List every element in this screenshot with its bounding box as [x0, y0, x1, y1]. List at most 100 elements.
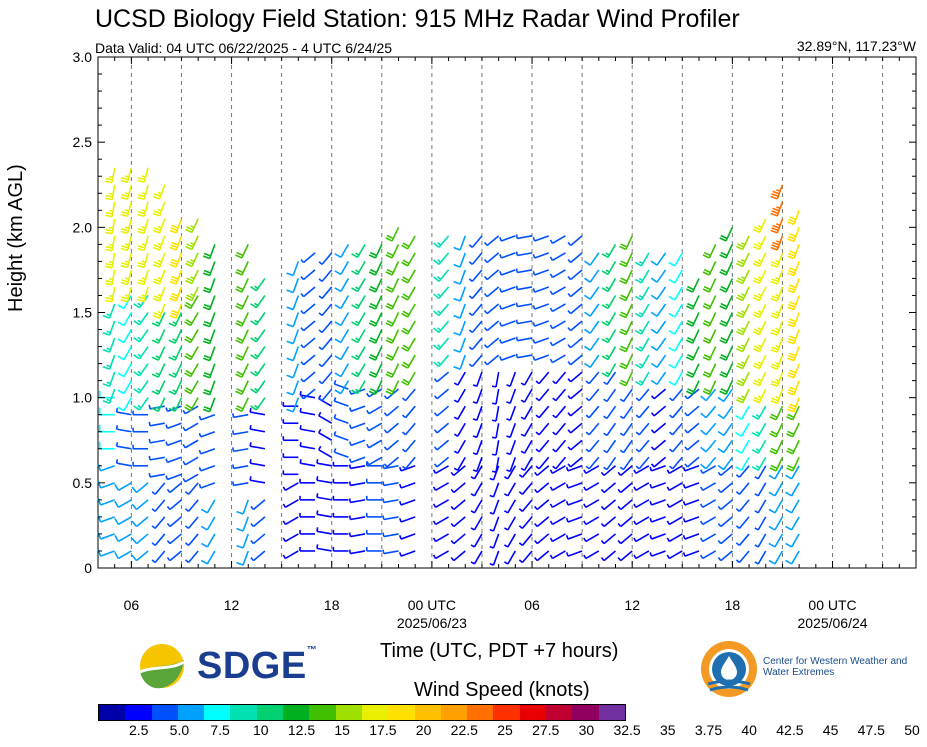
wind-barb [151, 499, 166, 512]
barb-feather [535, 465, 540, 470]
barb-feather [250, 539, 255, 545]
barb-shaft [303, 388, 316, 400]
barb-shaft [100, 465, 115, 472]
barb-shaft [435, 533, 449, 543]
barb-feather [437, 344, 442, 349]
barb-feather [770, 195, 778, 200]
wind-barb [385, 295, 400, 310]
wind-barb [231, 430, 249, 436]
barb-shaft [638, 456, 650, 470]
wind-barb [133, 397, 149, 411]
wind-barb [249, 476, 266, 484]
barb-shaft [400, 550, 416, 557]
wind-barb [137, 235, 149, 252]
barb-feather [437, 327, 442, 332]
wind-barb [601, 243, 617, 259]
wind-barb [168, 380, 183, 395]
wind-barb [754, 465, 767, 480]
barb-feather [567, 293, 572, 298]
barb-feather [532, 288, 536, 293]
barb-shaft [538, 388, 550, 402]
barb-feather [170, 244, 178, 249]
barb-feather [515, 285, 519, 290]
barb-feather [619, 398, 625, 403]
barb-feather [151, 559, 156, 564]
barb-feather [634, 346, 642, 352]
wind-barb [549, 516, 566, 526]
wind-barb [105, 201, 116, 218]
barb-shaft [187, 482, 199, 495]
barb-shaft [585, 533, 600, 543]
barb-feather [650, 277, 658, 283]
barb-shaft [495, 389, 500, 405]
barb-feather [515, 234, 519, 239]
wind-barb [348, 464, 366, 470]
barb-shaft [774, 550, 784, 565]
wind-barb [468, 303, 483, 317]
wind-barb [401, 337, 416, 352]
barb-shaft [517, 337, 533, 342]
wind-barb [754, 550, 767, 565]
barb-feather [770, 280, 778, 285]
barb-shaft [100, 550, 115, 557]
wind-barb [499, 235, 516, 242]
wind-barb [565, 550, 583, 557]
wind-barb [366, 405, 383, 415]
wind-barb [736, 252, 750, 268]
wind-barb [717, 550, 733, 562]
barb-shaft [435, 499, 449, 509]
wind-barb [151, 533, 166, 547]
wind-barb [148, 438, 165, 444]
barb-feather [532, 356, 536, 361]
barb-feather [770, 400, 778, 404]
barb-feather [171, 309, 179, 314]
wind-barb [282, 533, 299, 543]
wind-barb [132, 461, 149, 467]
barb-feather [491, 470, 497, 473]
barb-feather [491, 436, 497, 439]
wind-barb [585, 456, 600, 470]
barb-feather [649, 517, 653, 523]
wind-barb [700, 439, 717, 453]
barb-feather [741, 344, 746, 348]
wind-barb [491, 423, 500, 439]
barb-feather [789, 250, 797, 255]
barb-feather [114, 517, 120, 525]
wind-barb [549, 337, 566, 347]
barb-feather [770, 413, 778, 419]
barb-shaft [404, 439, 416, 453]
colorbar-title: Wind Speed (knots) [414, 679, 590, 701]
barb-shaft [790, 499, 800, 514]
wind-barb [685, 329, 700, 344]
wind-barb [453, 456, 466, 471]
barb-feather [515, 336, 519, 341]
x-tick-label: 12 [624, 597, 640, 613]
wind-barb [235, 380, 249, 395]
barb-feather [155, 321, 160, 325]
barb-shaft [436, 439, 450, 451]
barb-shaft [383, 516, 399, 521]
barb-feather [382, 481, 385, 486]
barb-feather [567, 275, 572, 281]
barb-shaft [473, 482, 483, 497]
colorbar-tick-label: 25 [497, 722, 513, 738]
barb-feather [368, 390, 376, 395]
wind-barb [165, 439, 182, 447]
wind-barb [120, 235, 133, 252]
barb-feather [348, 549, 352, 554]
barb-feather [366, 460, 370, 466]
wind-barb [532, 235, 550, 242]
wind-barb [735, 456, 750, 471]
barb-feather [235, 305, 243, 310]
wind-barb [601, 363, 617, 378]
barb-feather [601, 338, 609, 344]
barb-shaft [635, 516, 650, 526]
barb-feather [503, 510, 509, 514]
wind-barb [770, 218, 784, 234]
barb-shaft [588, 388, 600, 402]
barb-feather [286, 391, 294, 396]
barb-feather [552, 465, 557, 470]
x-tick-label: 06 [124, 597, 140, 613]
wind-barb [736, 354, 750, 370]
barb-feather [702, 254, 710, 259]
